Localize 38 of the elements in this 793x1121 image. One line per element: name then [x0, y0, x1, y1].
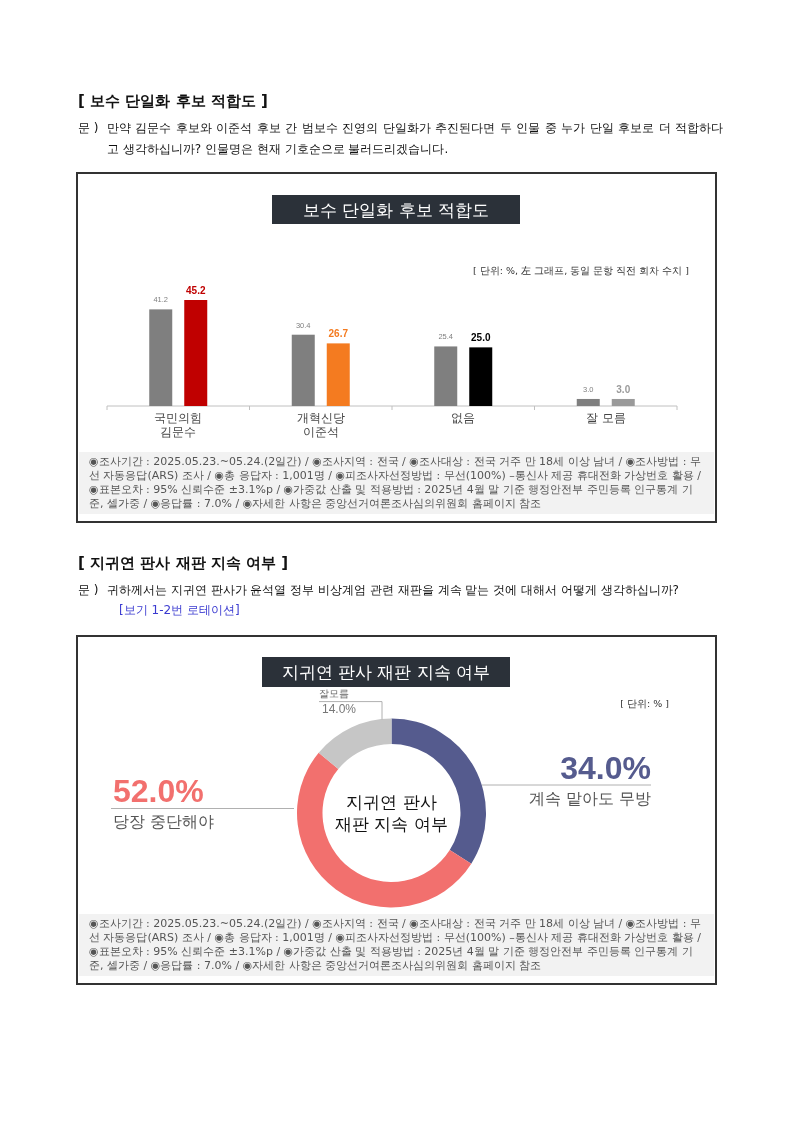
x-tick-label: 잘 모름	[585, 411, 626, 425]
text: [ 단위: % ]	[620, 697, 669, 709]
data-label: 26.7	[328, 328, 349, 340]
slice-label: 계속 맡아도 무방	[528, 788, 651, 808]
text: 문 )	[78, 581, 99, 599]
text: 문 )	[78, 119, 99, 137]
data-label: 25.0	[471, 332, 491, 344]
x-tick-label: 개혁신당 이준석	[296, 411, 345, 439]
slice-label: 잘모름	[319, 688, 349, 699]
donut-slice	[318, 718, 392, 770]
bar	[611, 398, 635, 406]
text: [보기 1-2번 로테이션]	[119, 601, 240, 619]
data-label: 52.0%	[113, 773, 204, 809]
data-label: 3.0	[616, 383, 631, 395]
bar	[291, 334, 315, 406]
donut-slice	[297, 752, 472, 908]
x-tick-label: 국민의힘 김문수	[154, 411, 203, 439]
text: [ 지귀연 판사 재판 지속 여부 ]	[78, 553, 289, 573]
text: [ 단위: %, 左 그래프, 동일 문항 직전 회차 수치 ]	[473, 264, 689, 276]
text: 귀하께서는 지귀연 판사가 윤석열 정부 비상계엄 관련 재판을 계속 맡는 것에 대해서 어떻게 생각하십니까?	[107, 581, 680, 599]
bar	[576, 398, 600, 406]
bar	[184, 300, 208, 406]
bar	[149, 309, 173, 406]
text: 만약 김문수 후보와 이준석 후보 간 범보수 진영의 단일화가 추진된다면 두 인물 중 누가 단일 후보로 더 적합하다고 생각하십니까? 인물명은 현재 기호순으로 불러드리겠습니다.	[107, 119, 723, 158]
text: [ 보수 단일화 후보 적합도 ]	[78, 91, 268, 111]
data-label: 45.2	[186, 285, 206, 296]
text: ◉조사기간 : 2025.05.23.~05.24.(2일간) / ◉조사지역 : 전국 / ◉조사대상 : 전국 거주 만 18세 이상 남녀 / ◉조사방법 : 무선 자동응답(ARS) 조사 / ◉총 응답자 : 1,001명 / ◉피조사자선정방법 : 무선(100%) –통신사 제공 휴대전화 가상번호 활용 / ◉표본오차 : 95% 신뢰수준 ±3.1%p / ◉가중값 산출 및 적용방법 : 2025년 4월 말 기준 행정안전부 주민등록 인구통계 기준, 셀가중 / ◉응답률 : 7.0% / ◉자세한 사항은 중앙선거여론조사심의위원회 홈페이지 참조	[79, 914, 714, 976]
chart-title: 보수 단일화 후보 적합도	[302, 199, 490, 220]
x-tick-label: 없음	[451, 411, 476, 425]
slice-label: 당장 중단해야	[113, 811, 215, 831]
bar	[326, 343, 350, 406]
data-label: 14.0%	[322, 702, 357, 716]
chart-title: 지귀연 판사 재판 지속 여부	[281, 662, 491, 682]
data-label: 34.0%	[560, 750, 651, 786]
text: ◉조사기간 : 2025.05.23.~05.24.(2일간) / ◉조사지역 : 전국 / ◉조사대상 : 전국 거주 만 18세 이상 남녀 / ◉조사방법 : 무선 자동응답(ARS) 조사 / ◉총 응답자 : 1,001명 / ◉피조사자선정방법 : 무선(100%) –통신사 제공 휴대전화 가상번호 활용 / ◉표본오차 : 95% 신뢰수준 ±3.1%p / ◉가중값 산출 및 적용방법 : 2025년 4월 말 기준 행정안전부 주민등록 인구통계 기준, 셀가중 / ◉응답률 : 7.0% / ◉자세한 사항은 중앙선거여론조사심의위원회 홈페이지 참조	[79, 452, 714, 514]
bar	[469, 347, 493, 406]
text: 지귀연 판사 재판 지속 여부	[335, 792, 448, 834]
bar	[434, 346, 458, 406]
